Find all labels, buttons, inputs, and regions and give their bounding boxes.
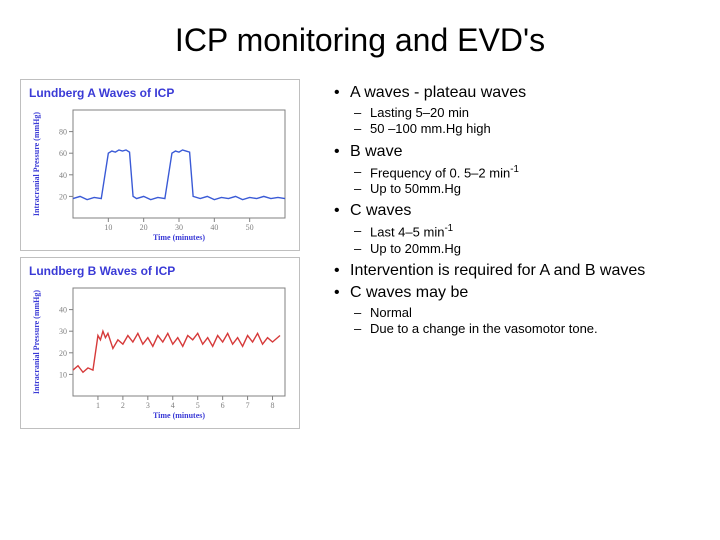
svg-text:40: 40 [59, 306, 67, 315]
charts-column: Lundberg A Waves of ICP 10 20 30 40 50 20 40 60… [20, 79, 320, 429]
bullet-item: A waves - plateau waves Lasting 5–20 min5… [328, 83, 700, 138]
svg-text:30: 30 [59, 327, 67, 336]
sub-item: Due to a change in the vasomotor tone. [350, 321, 700, 337]
sub-list: Lasting 5–20 min50 –100 mm.Hg high [350, 105, 700, 138]
bullet-list: A waves - plateau waves Lasting 5–20 min5… [328, 83, 700, 338]
sub-item: Normal [350, 305, 700, 321]
chart-b-body: 1 2 3 4 5 6 7 8 10 20 30 40 Time (minutes) Intracrani… [29, 282, 291, 422]
sub-list: Frequency of 0. 5–2 min-1Up to 50mm.Hg [350, 164, 700, 198]
sub-list: Last 4–5 min-1Up to 20mm.Hg [350, 223, 700, 257]
svg-text:5: 5 [196, 401, 200, 410]
chart-a-card: Lundberg A Waves of ICP 10 20 30 40 50 20 40 60… [20, 79, 300, 251]
svg-text:Intracranial Pressure (mmHg): Intracranial Pressure (mmHg) [32, 112, 41, 216]
svg-text:Time (minutes): Time (minutes) [153, 411, 205, 420]
bullet-item: B wave Frequency of 0. 5–2 min-1Up to 50m… [328, 142, 700, 198]
svg-text:10: 10 [59, 370, 67, 379]
svg-text:40: 40 [210, 223, 218, 232]
svg-text:60: 60 [59, 149, 67, 158]
svg-text:8: 8 [271, 401, 275, 410]
svg-text:20: 20 [59, 192, 67, 201]
svg-text:1: 1 [96, 401, 100, 410]
bullet-label: C waves may be [350, 284, 468, 301]
svg-text:30: 30 [175, 223, 183, 232]
page-title: ICP monitoring and EVD's [0, 0, 720, 69]
bullet-label: Intervention is required for A and B wav… [350, 262, 645, 279]
svg-text:20: 20 [140, 223, 148, 232]
bullet-item: C waves may be NormalDue to a change in t… [328, 283, 700, 338]
bullet-label: B wave [350, 143, 402, 160]
svg-text:40: 40 [59, 171, 67, 180]
chart-b-card: Lundberg B Waves of ICP 1 2 3 4 5 6 7 8 10 20 30 40… [20, 257, 300, 429]
chart-b-svg: 1 2 3 4 5 6 7 8 10 20 30 40 Time (minutes) Intracrani… [29, 282, 293, 422]
bullet-item: C waves Last 4–5 min-1Up to 20mm.Hg [328, 201, 700, 257]
bullets-column: A waves - plateau waves Lasting 5–20 min5… [320, 79, 700, 429]
sub-item: Lasting 5–20 min [350, 105, 700, 121]
svg-text:Intracranial Pressure (mmHg): Intracranial Pressure (mmHg) [32, 290, 41, 394]
svg-text:6: 6 [221, 401, 225, 410]
bullet-item: Intervention is required for A and B wav… [328, 261, 700, 281]
svg-text:4: 4 [171, 401, 175, 410]
chart-a-svg: 10 20 30 40 50 20 40 60 80 Time (minutes) Intracra… [29, 104, 293, 244]
sub-item: Up to 50mm.Hg [350, 181, 700, 197]
chart-a-title: Lundberg A Waves of ICP [21, 80, 299, 102]
bullet-label: C waves [350, 202, 411, 219]
sub-item: Frequency of 0. 5–2 min-1 [350, 164, 700, 182]
sub-item: Last 4–5 min-1 [350, 223, 700, 241]
svg-text:2: 2 [121, 401, 125, 410]
svg-text:7: 7 [246, 401, 250, 410]
svg-text:10: 10 [104, 223, 112, 232]
chart-b-title: Lundberg B Waves of ICP [21, 258, 299, 280]
chart-a-body: 10 20 30 40 50 20 40 60 80 Time (minutes) Intracra… [29, 104, 291, 244]
sub-list: NormalDue to a change in the vasomotor t… [350, 305, 700, 338]
sub-item: 50 –100 mm.Hg high [350, 121, 700, 137]
content-row: Lundberg A Waves of ICP 10 20 30 40 50 20 40 60… [0, 69, 720, 429]
svg-text:50: 50 [246, 223, 254, 232]
svg-text:3: 3 [146, 401, 150, 410]
sub-item: Up to 20mm.Hg [350, 241, 700, 257]
svg-text:20: 20 [59, 349, 67, 358]
svg-text:Time (minutes): Time (minutes) [153, 233, 205, 242]
svg-text:80: 80 [59, 128, 67, 137]
bullet-label: A waves - plateau waves [350, 84, 526, 101]
